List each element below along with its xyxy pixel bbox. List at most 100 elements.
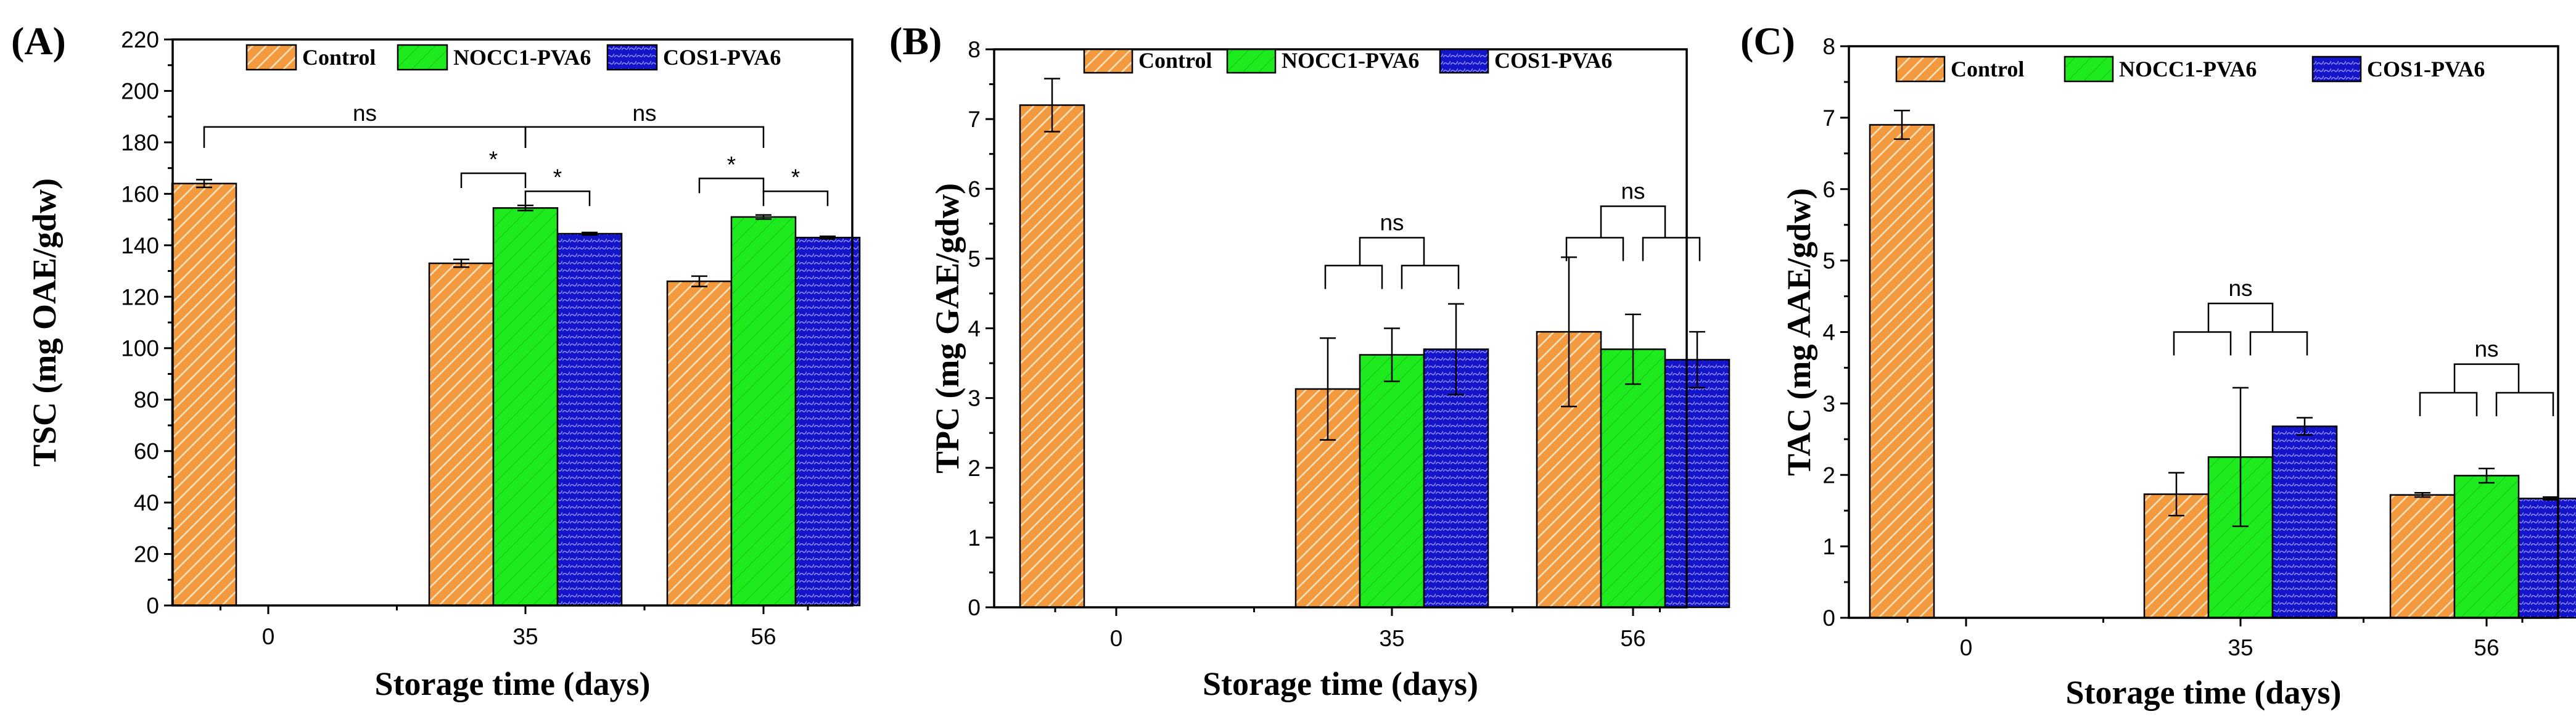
error-bar-control-day-0 [1894,110,1910,140]
error-bar-nocc1-day-35 [2232,387,2249,527]
panel-letter: (C) [1740,19,1795,63]
error-bar-control-day-56 [691,275,707,287]
bar-control-day-0 [1019,104,1085,609]
x-axis-title: Storage time (days) [1203,665,1478,702]
y-tick-label: 80 [134,387,159,412]
y-tick-label: 40 [134,490,159,515]
legend-swatch-control [1895,55,1946,83]
x-tick-label: 56 [2474,635,2499,660]
y-tick-label: 1 [1822,534,1835,559]
panel-letter: (B) [889,19,942,63]
y-tick-label: 4 [1822,320,1835,345]
y-tick-label: 220 [121,27,159,52]
error-bar-cos1-day-56 [2543,496,2559,501]
error-bar-nocc1-day-56 [755,214,772,220]
error-bar-control-day-35 [1320,337,1336,441]
bar-cos1-day-35 [556,232,623,607]
significance-bracket-group [1565,205,1701,261]
significance-bracket-group [2419,363,2554,416]
y-tick-label: 140 [121,233,159,258]
significance-label: ns [2474,337,2498,362]
bar-control-day-0 [171,183,237,607]
y-tick-label: 6 [968,176,981,202]
legend-swatch-nocc1 [397,44,448,71]
legend-swatch-control [245,44,297,71]
legend-swatch-nocc1 [1226,48,1277,74]
bar-nocc1-day-35 [1359,354,1425,609]
error-bar-control-day-56 [2414,491,2430,498]
error-bar-cos1-day-35 [582,231,598,236]
error-bar-control-day-56 [1561,256,1577,408]
legend-label-nocc1: NOCC1-PVA6 [2119,57,2257,81]
y-tick-label: 0 [1822,605,1835,631]
legend: Control NOCC1-PVA6 COS1-PVA6 [245,44,781,71]
chart-panel-a: (A) 0 20 40 60 80 100 120 140 160 180 200 220 0 35 56 St… [11,19,861,702]
significance-label: ns [2228,276,2252,301]
y-tick-label: 3 [1822,391,1835,416]
error-bar-control-day-0 [1044,78,1060,133]
error-bar-cos1-day-56 [1689,330,1705,388]
significance-label: * [791,165,800,190]
x-axis-title: Storage time (days) [2066,674,2342,711]
bar-control-day-56 [2389,494,2456,619]
bar-cos1-day-56 [1664,359,1730,609]
bar-nocc1-day-35 [492,207,559,607]
y-tick-label: 7 [968,107,981,132]
y-axis-title: TSC (mg OAE/gdw) [26,178,63,467]
y-tick-label: 8 [1822,34,1835,59]
significance-label: * [727,152,736,177]
y-tick-label: 2 [968,456,981,481]
y-tick-label: 6 [1822,177,1835,202]
error-bar-control-day-35 [2168,472,2184,517]
x-tick-label: 35 [2228,635,2253,660]
legend-label-cos1: COS1-PVA6 [663,45,781,70]
significance-label: * [553,165,562,190]
panel-letter: (A) [11,19,66,63]
x-tick-label: 35 [512,624,538,649]
y-tick-label: 4 [968,316,981,342]
bar-nocc1-day-56 [2453,475,2520,619]
significance-bracket [203,126,527,148]
y-tick-label: 5 [968,246,981,271]
y-tick-label: 0 [968,595,981,620]
bar-control-day-56 [666,280,733,607]
legend-label-cos1: COS1-PVA6 [1494,48,1612,73]
y-tick-label: 160 [121,181,159,207]
legend-label-control: Control [1951,57,2024,81]
significance-label: * [489,147,498,172]
y-axis-title: TAC (mg AAE/gdw) [1780,188,1817,476]
error-bar-control-day-0 [196,179,212,189]
x-axis-title: Storage time (days) [375,665,651,702]
legend-label-control: Control [302,45,376,70]
x-tick-label: 35 [1379,626,1404,651]
bar-control-day-0 [1869,124,1935,619]
error-bar-nocc1-day-56 [2479,467,2495,484]
bar-nocc1-day-56 [1600,348,1666,609]
significance-bracket [524,190,591,207]
error-bar-control-day-35 [453,258,469,268]
significance-bracket-group [1324,237,1460,289]
y-tick-label: 7 [1822,105,1835,131]
significance-label: ns [1380,210,1404,235]
error-bar-nocc1-day-35 [1384,327,1400,382]
legend-swatch-cos1 [2311,55,2362,83]
error-bar-cos1-day-35 [2297,417,2313,436]
significance-label: ns [632,101,656,126]
y-tick-label: 1 [968,525,981,551]
significance-label: ns [353,101,377,126]
significance-bracket-group [2173,302,2308,356]
bar-cos1-day-56 [794,237,861,607]
legend-label-nocc1: NOCC1-PVA6 [453,45,591,70]
significance-bracket [524,126,765,148]
y-axis-title: TPC (mg GAE/gdw) [929,183,966,474]
significance-bracket [762,190,829,207]
y-tick-label: 20 [134,542,159,567]
legend-label-control: Control [1138,48,1212,73]
error-bar-cos1-day-56 [820,235,836,240]
legend-swatch-cos1 [1439,48,1489,74]
y-tick-label: 3 [968,386,981,411]
y-tick-label: 100 [121,336,159,361]
y-tick-label: 5 [1822,248,1835,274]
